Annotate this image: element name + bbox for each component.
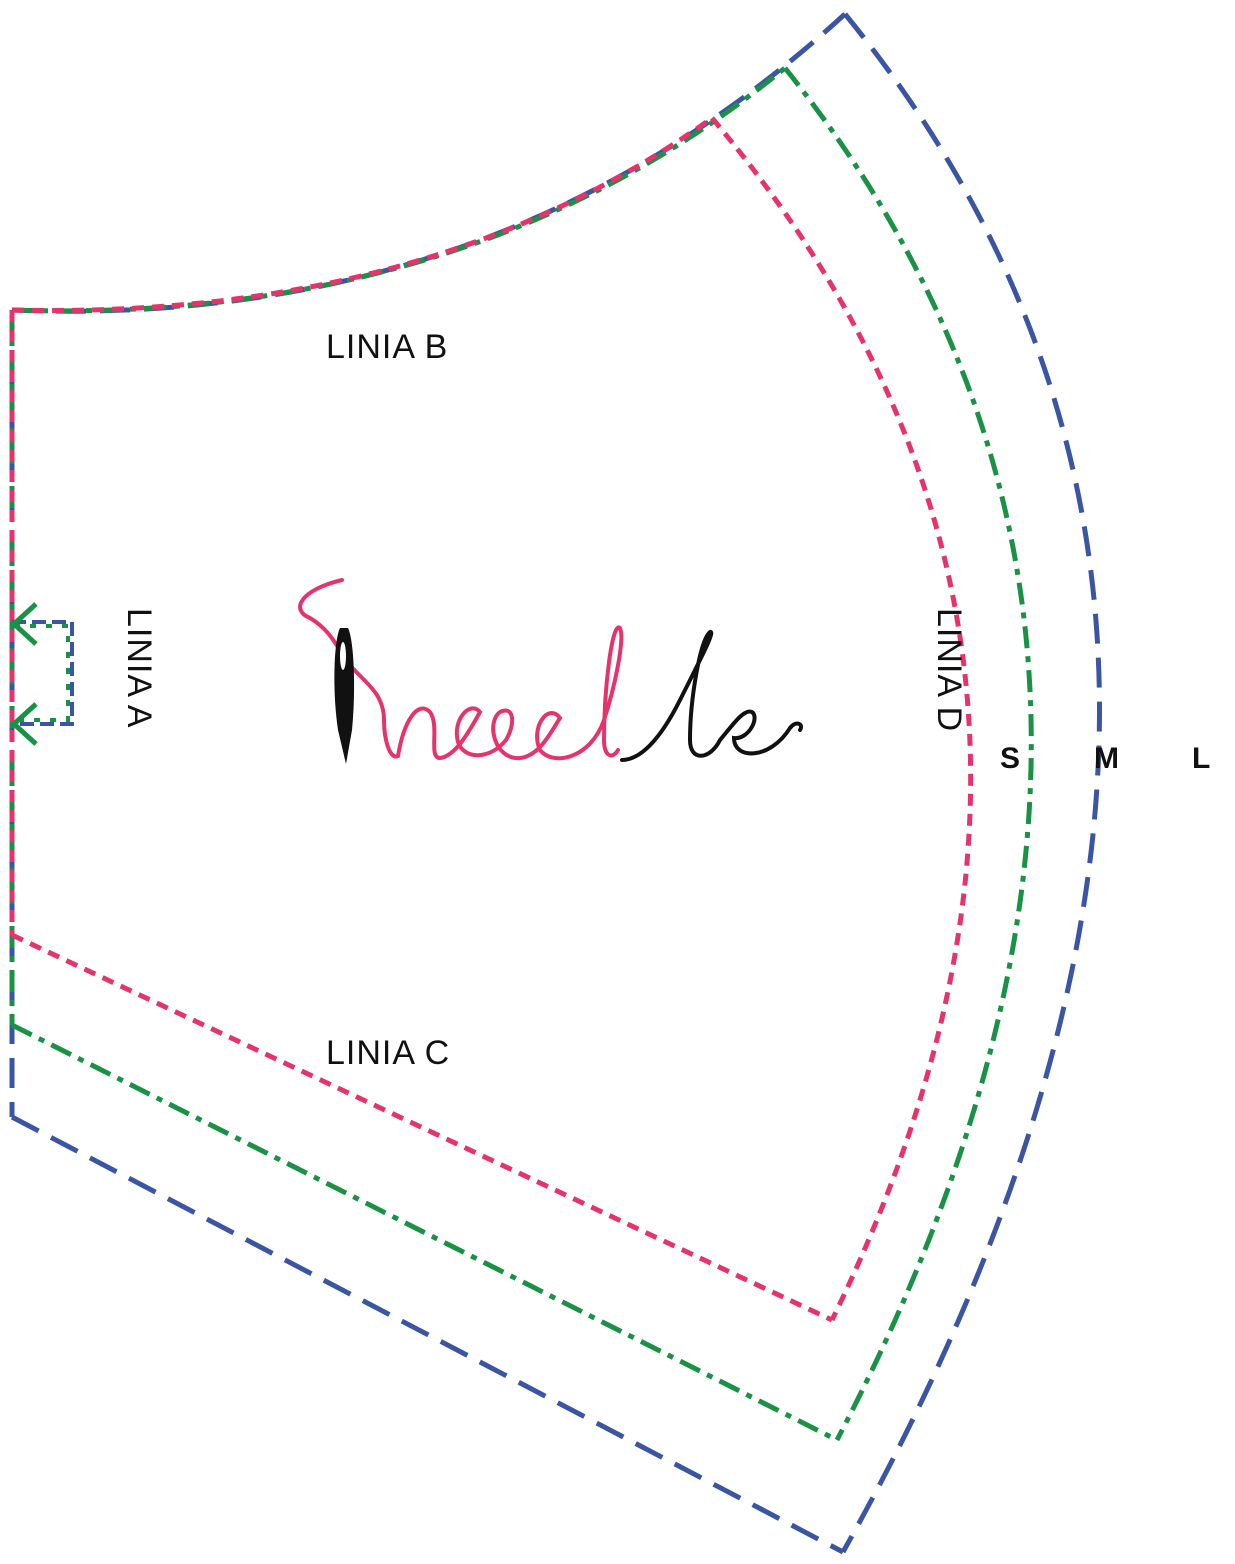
- size-l-outline: [9, 12, 1102, 1555]
- size-l-label: L: [1192, 742, 1210, 775]
- size-m-line-b: [11, 66, 787, 314]
- logo-needle-icon: [334, 628, 355, 764]
- size-m-line-d: [783, 66, 1034, 1442]
- fold-arrow-top-icon: [10, 602, 38, 646]
- size-s-line-d: [710, 116, 974, 1322]
- fold-arrow-bottom-icon: [10, 702, 38, 746]
- line-c-label: LINIA C: [326, 1034, 450, 1072]
- needle-logo: [298, 578, 803, 764]
- line-b-label: LINIA B: [326, 328, 448, 366]
- line-a-label: LINIA A: [120, 608, 158, 728]
- logo-thread: [298, 578, 624, 761]
- size-s-line-c: [10, 932, 834, 1323]
- fold-bracket: [12, 620, 74, 726]
- size-l-line-c: [10, 1114, 845, 1555]
- size-m-line-c: [10, 1022, 839, 1443]
- size-s-line-b: [11, 115, 714, 313]
- logo-le-script: [620, 630, 803, 762]
- size-s-outline: [9, 115, 974, 1323]
- fold-marker: [10, 602, 74, 746]
- size-m-outline: [9, 66, 1034, 1443]
- line-d-label: LINIA D: [930, 608, 968, 732]
- size-l-line-b: [11, 12, 847, 314]
- size-s-label: S: [1000, 742, 1020, 775]
- logo-needle-eye: [340, 642, 346, 670]
- fold-bracket-inner: [14, 624, 70, 722]
- size-l-line-d: [840, 12, 1102, 1554]
- size-m-label: M: [1094, 742, 1119, 775]
